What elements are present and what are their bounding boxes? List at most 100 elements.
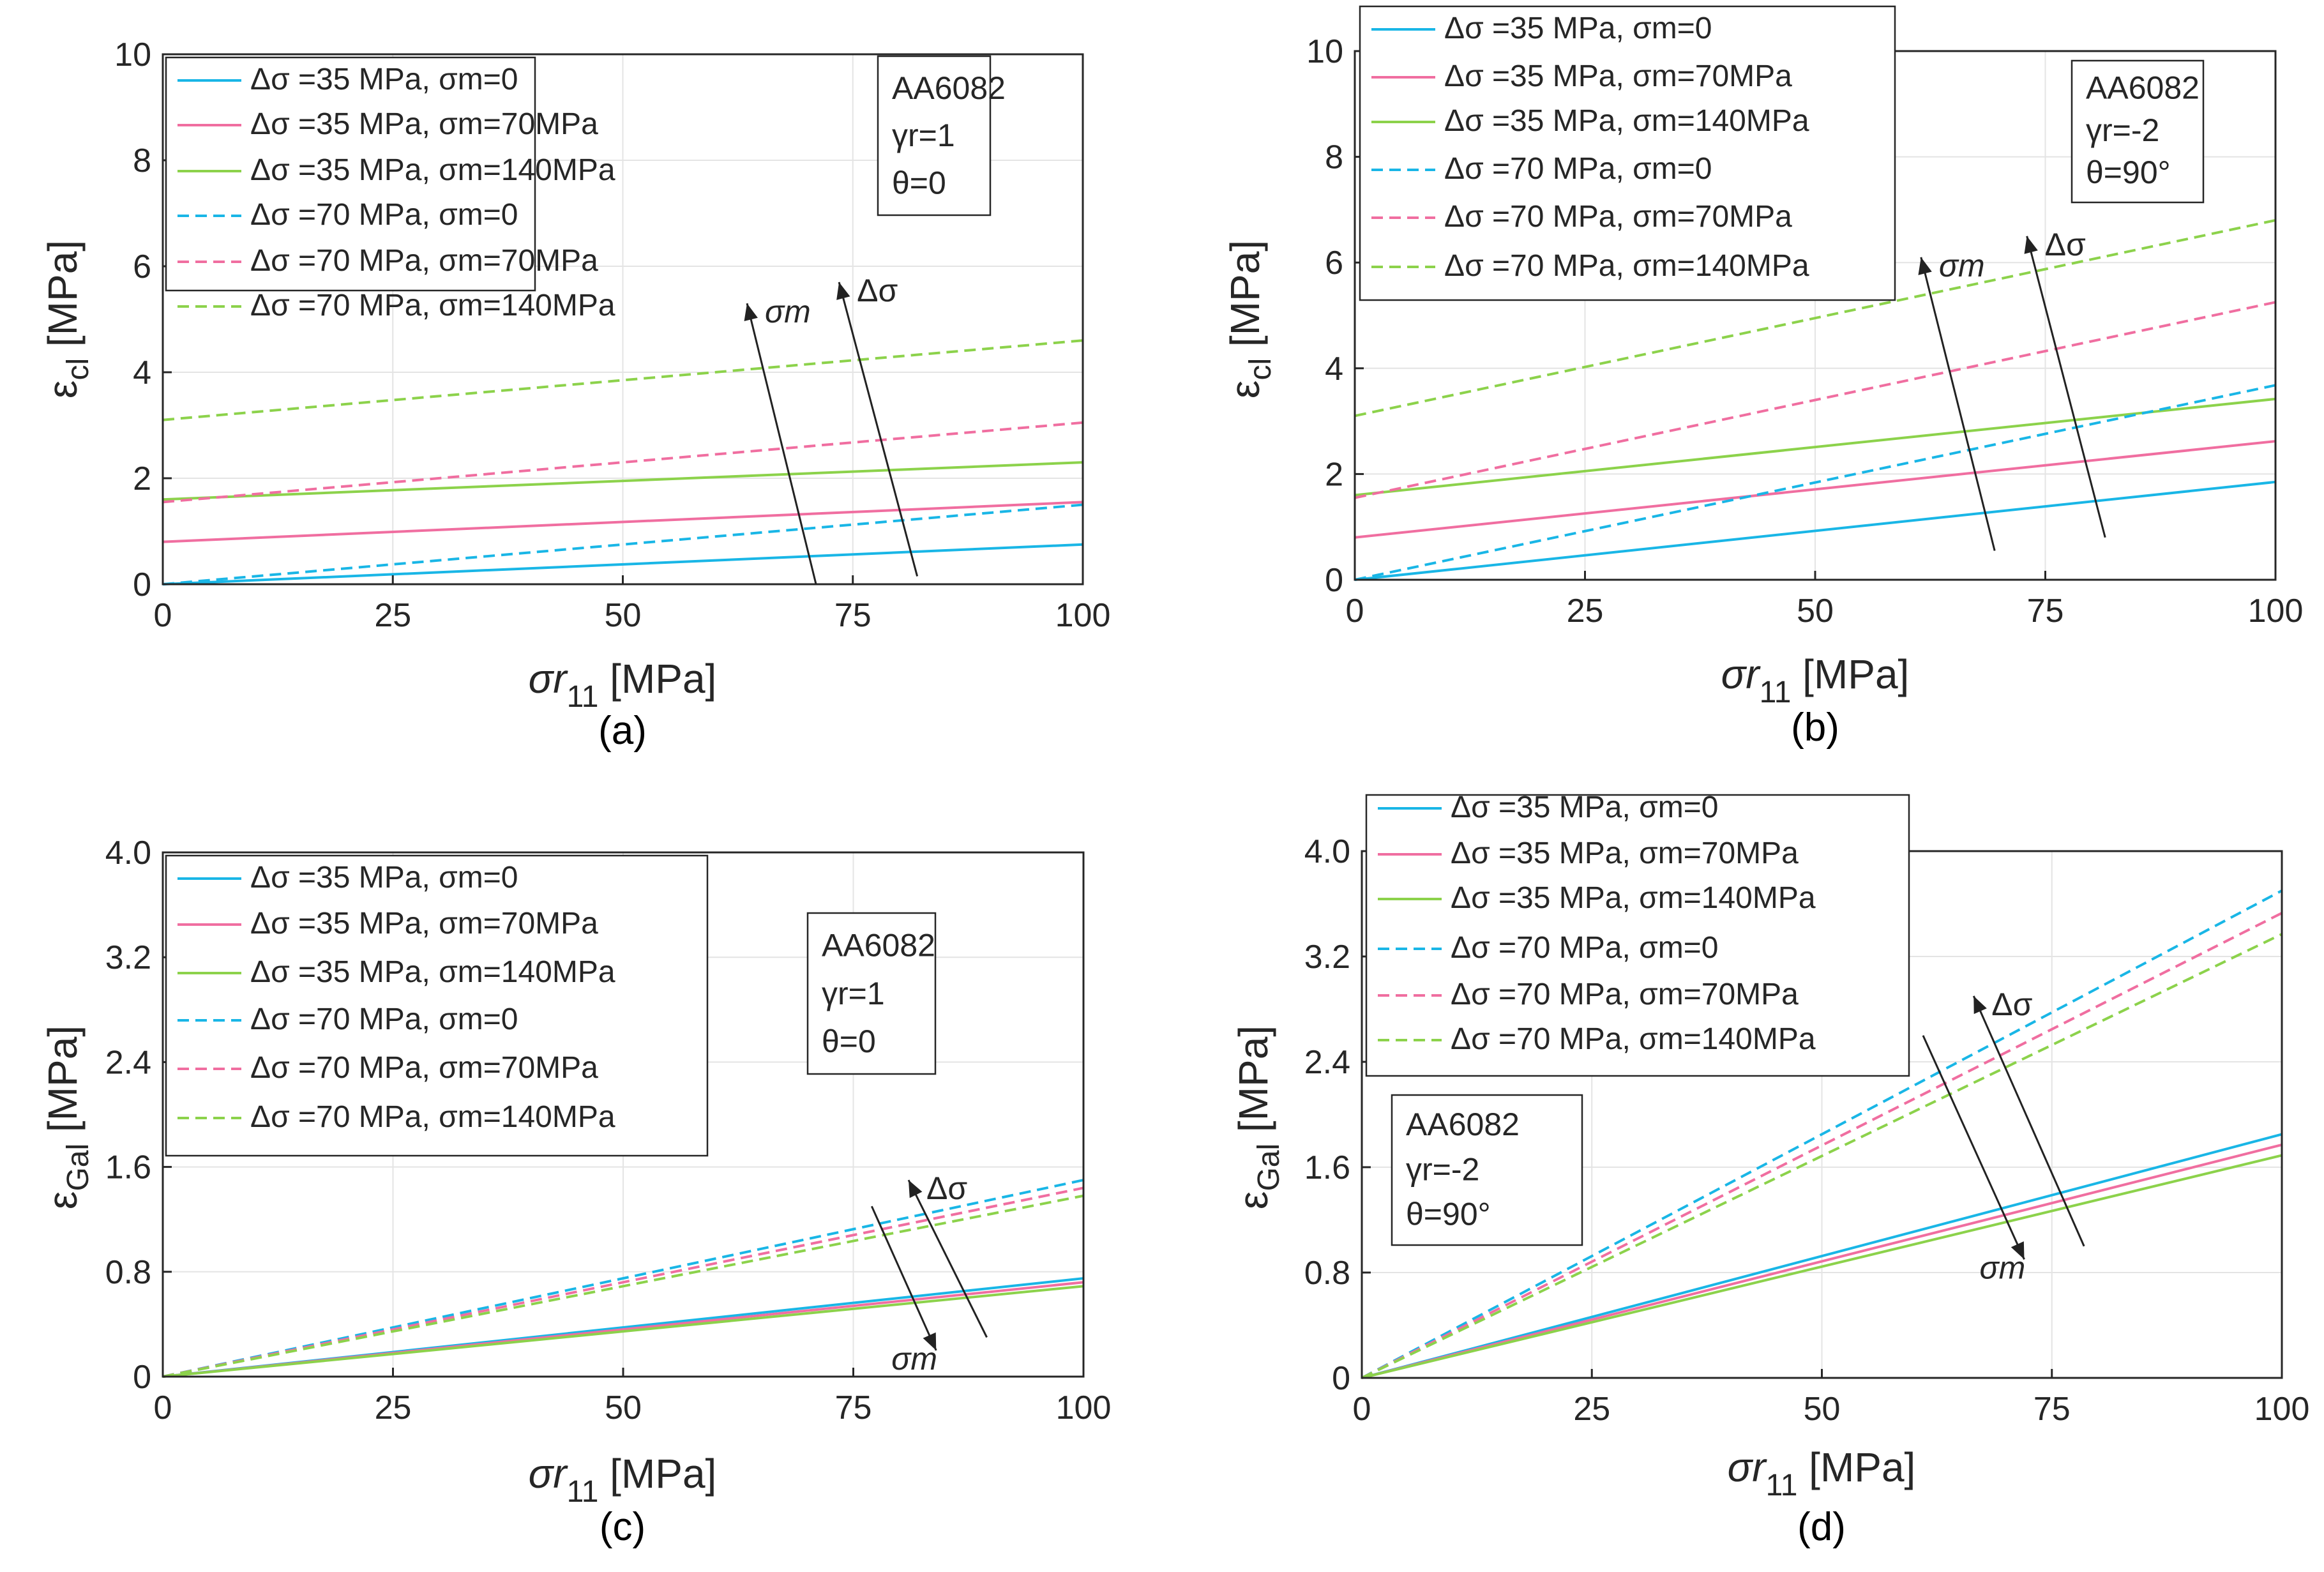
annotation-box <box>806 912 937 1075</box>
trend-arrow-head <box>2024 236 2038 254</box>
series-line-3 <box>1361 1154 2282 1379</box>
legend-entry: Δσ =70 MPa, σm=0 <box>1444 152 1712 186</box>
x-tick-label: 25 <box>375 1389 412 1426</box>
x-axis-label: σr11 [MPa] <box>1721 651 1910 709</box>
annotation-line: γr=-2 <box>1406 1151 1479 1187</box>
trend-arrow-label: Δσ <box>857 273 898 308</box>
legend-entry: Δσ =70 MPa, σm=140MPa <box>250 1100 615 1134</box>
panel-caption: (b) <box>1791 706 1839 750</box>
x-tick-label: 100 <box>2248 593 2304 630</box>
x-tick-label: 75 <box>2033 1391 2071 1428</box>
y-axis-label: εGal [MPa] <box>40 1025 95 1209</box>
trend-arrow-label: σm <box>891 1341 937 1377</box>
legend-entry: Δσ =35 MPa, σm=70MPa <box>250 107 598 141</box>
legend-entry: Δσ =70 MPa, σm=0 <box>1451 931 1718 965</box>
legend-entry: Δσ =35 MPa, σm=0 <box>1444 11 1712 45</box>
x-tick-label: 25 <box>1567 593 1604 630</box>
trend-arrow-label: σm <box>1939 248 1985 283</box>
legend-entry: Δσ =35 MPa, σm=0 <box>250 861 518 895</box>
trend-arrow-head <box>2011 1241 2025 1260</box>
y-axis-label: εcl [MPa] <box>1222 240 1278 398</box>
trend-arrow-line <box>1922 1035 2025 1260</box>
x-tick-label: 0 <box>1346 593 1364 630</box>
series-line-3 <box>162 1285 1084 1378</box>
legend-entry: Δσ =35 MPa, σm=70MPa <box>1451 836 1799 870</box>
y-tick-label: 4.0 <box>105 835 151 872</box>
y-tick-label: 2 <box>133 460 151 497</box>
y-tick-label: 0 <box>133 566 151 603</box>
x-tick-label: 25 <box>1573 1391 1610 1428</box>
trend-arrow-label: σm <box>1980 1250 2026 1285</box>
y-tick-label: 2.4 <box>1304 1044 1350 1081</box>
legend-entry: Δσ =35 MPa, σm=70MPa <box>250 907 598 941</box>
annotation-line: θ=0 <box>822 1024 876 1059</box>
series-line-4 <box>162 503 1083 586</box>
annotation-line: γr=1 <box>892 117 955 153</box>
series-line-5 <box>162 421 1083 504</box>
x-tick-label: 100 <box>1055 597 1111 634</box>
y-axis-label: εGal [MPa] <box>1230 1025 1286 1209</box>
trend-arrow-label: σm <box>765 294 811 329</box>
legend-box <box>165 56 536 292</box>
panel-caption: (a) <box>598 709 647 753</box>
series-line-6 <box>1354 219 2276 418</box>
annotation-box <box>1391 1094 1583 1246</box>
legend-entry: Δσ =70 MPa, σm=0 <box>250 198 518 232</box>
x-tick-label: 0 <box>154 597 172 634</box>
annotation-box <box>2071 59 2205 204</box>
legend-box <box>1359 5 1896 301</box>
series-line-2 <box>1354 440 2276 539</box>
series-line-2 <box>1361 1143 2282 1379</box>
y-tick-label: 4.0 <box>1304 833 1350 870</box>
chart-panel-1: 0 25 50 75 100 0 2 4 6 8 10 εcl [MPa] σr11 [MPa](a) σ… <box>40 36 1110 753</box>
y-tick-label: 0 <box>133 1359 151 1396</box>
legend-entry: Δσ =35 MPa, σm=0 <box>250 63 518 96</box>
chart-panel-2: 0 25 50 75 100 0 2 4 6 8 10 εcl [MPa] σr11 [MPa](b) σ… <box>1222 5 2304 750</box>
y-tick-label: 2.4 <box>105 1044 151 1081</box>
series-line-3 <box>162 461 1083 501</box>
y-tick-label: 10 <box>1306 33 1343 70</box>
y-tick-label: 4 <box>133 354 151 391</box>
panel-caption: (c) <box>600 1505 645 1549</box>
series-line-4 <box>1354 384 2276 581</box>
x-tick-label: 75 <box>834 597 871 634</box>
series-line-1 <box>162 543 1083 586</box>
legend-entry: Δσ =35 MPa, σm=140MPa <box>250 153 615 187</box>
legend-entry: Δσ =35 MPa, σm=0 <box>1451 790 1718 824</box>
series-line-5 <box>162 1186 1084 1378</box>
trend-arrow-line <box>1920 257 1996 551</box>
legend-entry: Δσ =35 MPa, σm=140MPa <box>250 955 615 989</box>
trend-arrow-head <box>923 1332 937 1350</box>
panel-caption: (d) <box>1797 1505 1846 1549</box>
trend-arrow-head <box>836 282 850 300</box>
trend-arrow-label: Δσ <box>926 1170 967 1206</box>
annotation-line: AA6082 <box>822 928 935 964</box>
annotation-line: γr=1 <box>822 976 885 1011</box>
x-axis-label: σr11 [MPa] <box>529 656 717 714</box>
x-tick-label: 50 <box>605 597 642 634</box>
legend-entry: Δσ =70 MPa, σm=70MPa <box>250 244 598 278</box>
legend-entry: Δσ =70 MPa, σm=70MPa <box>1451 978 1799 1011</box>
y-tick-label: 2 <box>1325 456 1343 493</box>
trend-arrow-line <box>746 303 817 585</box>
legend-entry: Δσ =70 MPa, σm=70MPa <box>250 1051 598 1085</box>
annotation-line: AA6082 <box>1406 1107 1520 1142</box>
y-tick-label: 3.2 <box>1304 939 1350 976</box>
x-tick-label: 25 <box>374 597 411 634</box>
series-line-5 <box>1361 912 2282 1379</box>
y-tick-label: 8 <box>1325 139 1343 176</box>
x-tick-label: 0 <box>1353 1391 1371 1428</box>
annotation-box <box>877 55 992 216</box>
x-tick-label: 50 <box>605 1389 642 1426</box>
x-axis-label: σr11 [MPa] <box>529 1451 717 1509</box>
legend-box <box>165 854 709 1157</box>
y-tick-label: 1.6 <box>1304 1149 1350 1186</box>
y-tick-label: 0.8 <box>105 1254 151 1291</box>
y-tick-label: 0 <box>1332 1360 1350 1397</box>
series-line-1 <box>1361 1133 2282 1379</box>
y-tick-label: 6 <box>133 248 151 285</box>
legend-entry: Δσ =70 MPa, σm=140MPa <box>250 289 615 322</box>
series-line-3 <box>1354 397 2276 497</box>
y-tick-label: 1.6 <box>105 1149 151 1186</box>
legend-box <box>1365 794 1910 1077</box>
